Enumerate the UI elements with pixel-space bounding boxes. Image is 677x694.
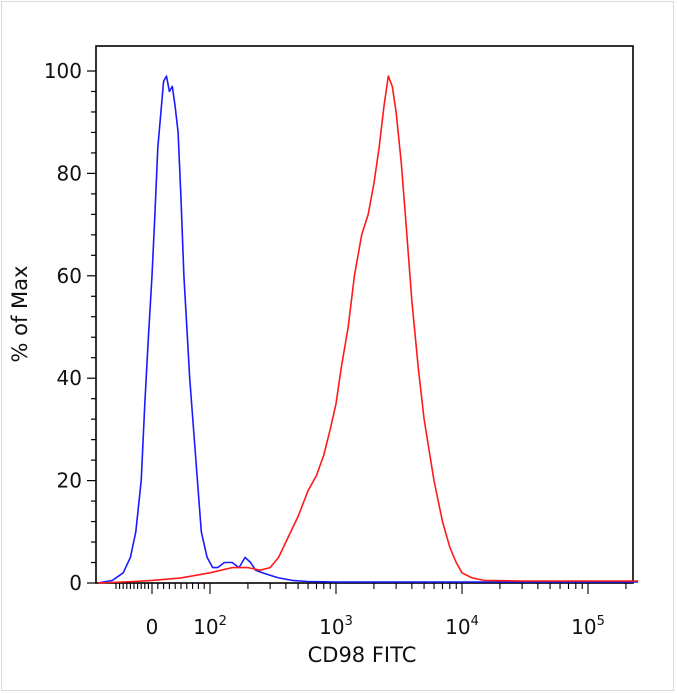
y-tick-label: 40 xyxy=(57,366,82,390)
y-tick-label: 100 xyxy=(44,59,82,83)
y-axis-title: % of Max xyxy=(8,266,32,363)
x-axis-title: CD98 FITC xyxy=(308,643,417,667)
y-axis-ticks: 0 20 40 60 80 100 xyxy=(44,59,96,595)
histogram-series-line-1 xyxy=(97,75,639,584)
y-tick-label: 0 xyxy=(69,571,82,595)
plot-area-border xyxy=(95,45,634,584)
x-tick-label: 102 xyxy=(193,614,227,639)
x-tick-label: 104 xyxy=(445,614,479,639)
y-tick-label: 20 xyxy=(57,469,82,493)
x-tick-label: 105 xyxy=(571,614,605,639)
y-tick-label: 80 xyxy=(57,161,82,185)
x-axis-ticks: 0 102 103 104 105 xyxy=(115,583,627,639)
series-group xyxy=(97,75,639,584)
histogram-series-line-2 xyxy=(97,75,639,584)
x-tick-label: 103 xyxy=(319,614,353,639)
y-tick-label: 60 xyxy=(57,264,82,288)
x-tick-label: 0 xyxy=(146,615,159,639)
